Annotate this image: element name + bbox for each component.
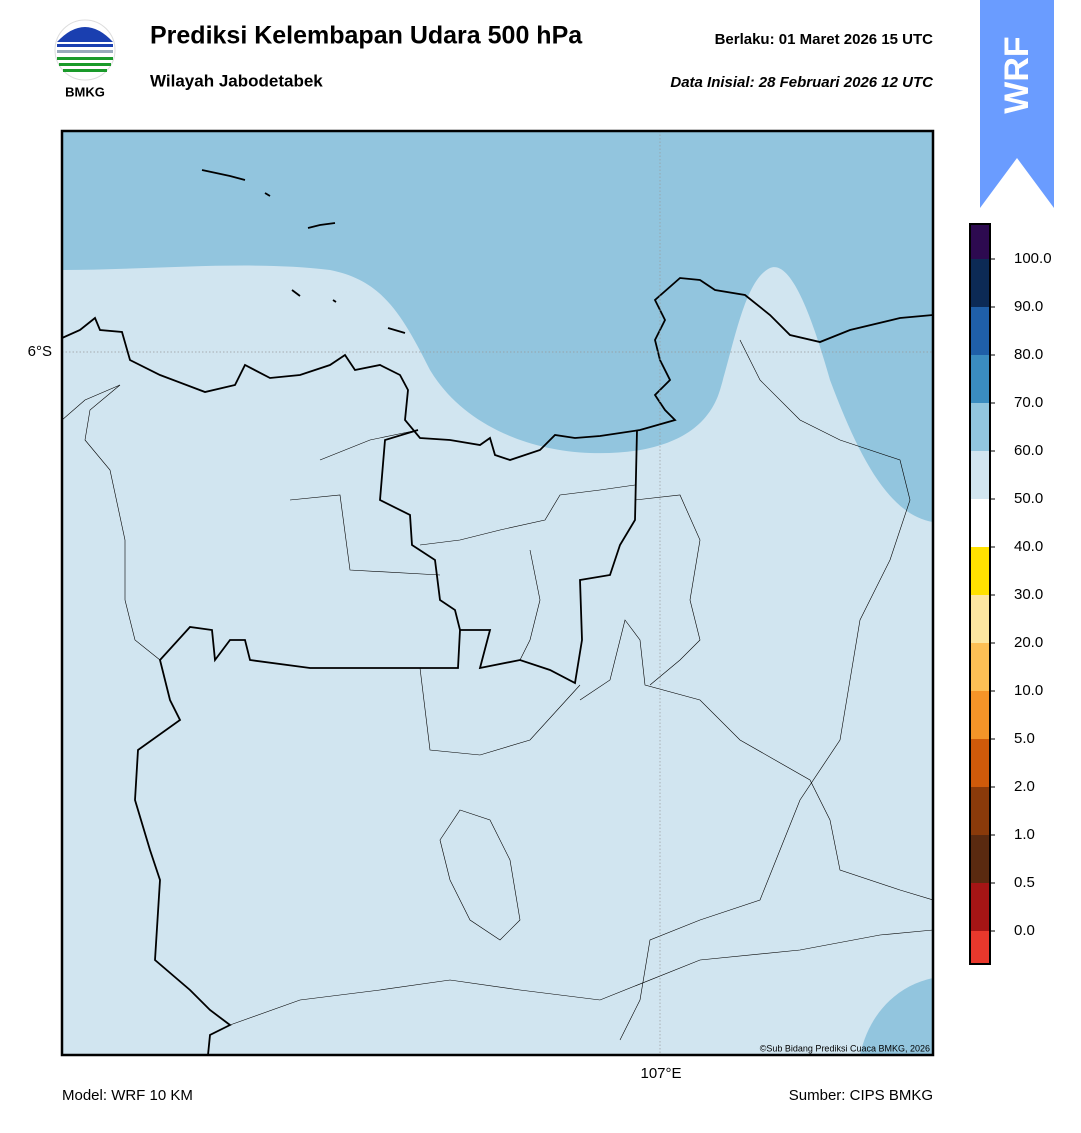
colorbar-label: 100.0 (1014, 250, 1052, 267)
colorbar-label: 90.0 (1014, 298, 1043, 315)
colorbar-label: 1.0 (1014, 826, 1035, 843)
colorbar-segment (970, 547, 990, 595)
colorbar-label: 0.0 (1014, 922, 1035, 939)
colorbar-label: 5.0 (1014, 730, 1035, 747)
valid-time: Berlaku: 01 Maret 2026 15 UTC (715, 31, 934, 48)
colorbar-segment (970, 403, 990, 451)
colorbar-segment (970, 691, 990, 739)
colorbar-segment (970, 787, 990, 835)
colorbar-segment (970, 643, 990, 691)
logo: BMKG (54, 19, 116, 99)
colorbar-segment (970, 355, 990, 403)
lon-label: 107°E (640, 1065, 681, 1082)
colorbar: 0.0 0.5 1.0 2.0 5.0 10.0 20.0 30.0 40.0 50.0 60.0 7… (969, 223, 1052, 965)
credit: ©Sub Bidang Prediksi Cuaca BMKG, 2026 (760, 1043, 930, 1053)
colorbar-segment (970, 835, 990, 883)
colorbar-segment (970, 883, 990, 931)
model: Model: WRF 10 KM (62, 1087, 193, 1104)
source: Sumber: CIPS BMKG (789, 1087, 933, 1104)
title: Prediksi Kelembapan Udara 500 hPa (150, 22, 583, 50)
colorbar-label: 60.0 (1014, 442, 1043, 459)
colorbar-label: 70.0 (1014, 394, 1043, 411)
colorbar-label: 10.0 (1014, 682, 1043, 699)
colorbar-label: 50.0 (1014, 490, 1043, 507)
colorbar-label: 2.0 (1014, 778, 1035, 795)
colorbar-segment (970, 595, 990, 643)
colorbar-label: 40.0 (1014, 538, 1043, 555)
colorbar-segment (970, 224, 990, 259)
lat-label: 6°S (28, 343, 52, 360)
colorbar-segment (970, 499, 990, 547)
colorbar-label: 20.0 (1014, 634, 1043, 651)
colorbar-label: 0.5 (1014, 874, 1035, 891)
logo-text: BMKG (65, 84, 105, 99)
initial-time: Data Inisial: 28 Februari 2026 12 UTC (670, 74, 934, 91)
map: ©Sub Bidang Prediksi Cuaca BMKG, 2026 6°… (28, 129, 935, 1082)
wrf-badge: WRF (980, 0, 1054, 208)
colorbar-segment (970, 931, 990, 964)
colorbar-label: 80.0 (1014, 346, 1043, 363)
colorbar-frame (969, 223, 991, 965)
colorbar-label: 30.0 (1014, 586, 1043, 603)
colorbar-segment (970, 307, 990, 355)
subtitle: Wilayah Jabodetabek (150, 71, 323, 90)
colorbar-segment (970, 739, 990, 787)
badge-text: WRF (998, 36, 1036, 113)
colorbar-segment (970, 451, 990, 499)
colorbar-segment (970, 259, 990, 307)
